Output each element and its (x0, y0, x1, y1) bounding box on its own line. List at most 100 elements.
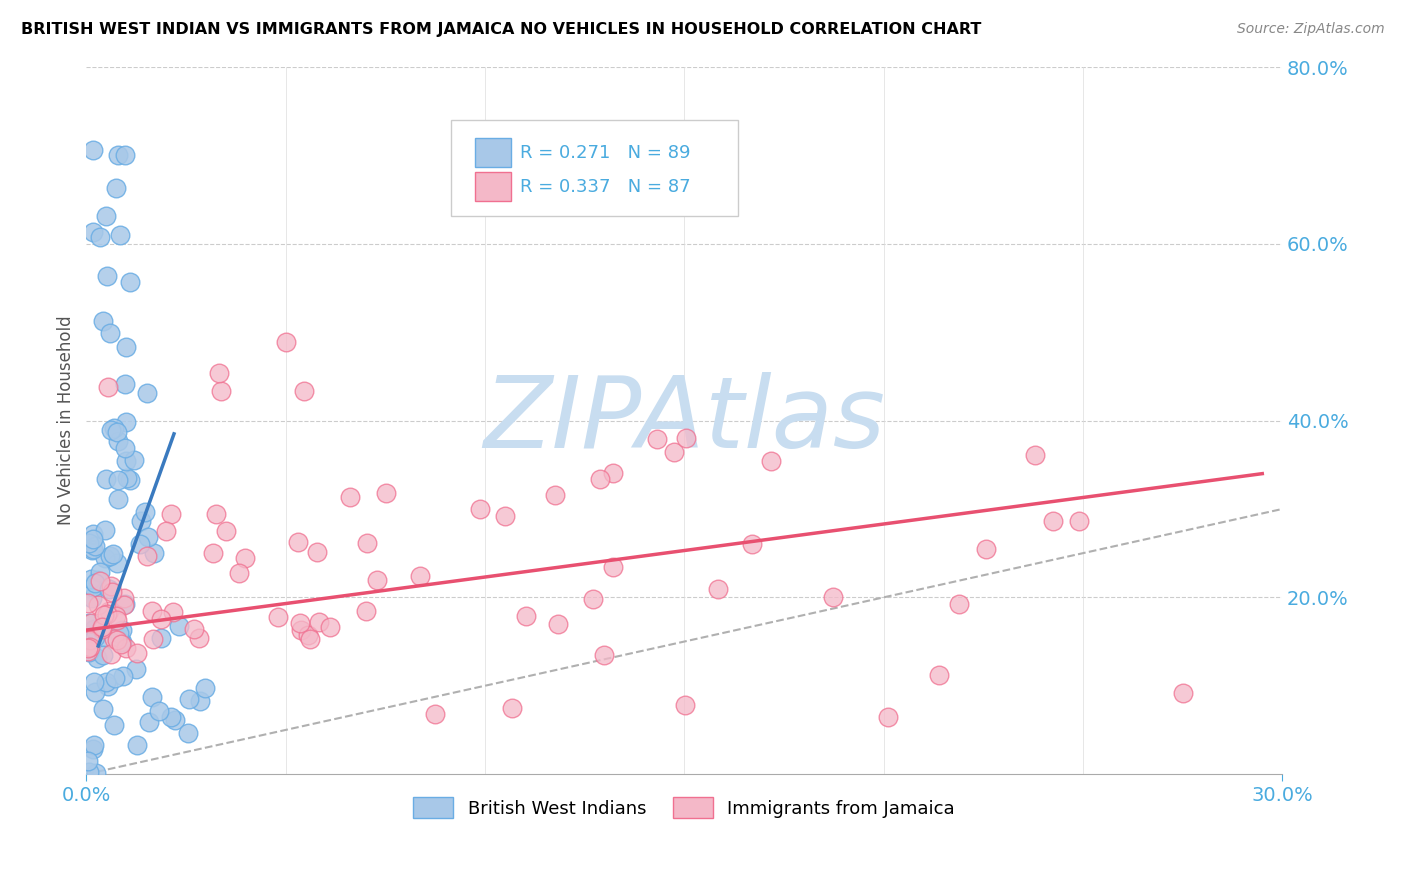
Point (107, 491, 129, 506)
Point (86, 766, 108, 780)
Text: R = 0.271   N = 89: R = 0.271 N = 89 (520, 144, 690, 161)
Point (112, 669, 135, 683)
Point (112, 591, 135, 605)
Point (100, 578, 122, 592)
Point (494, 509, 516, 524)
Point (287, 534, 309, 549)
Point (110, 634, 132, 648)
Point (974, 541, 997, 556)
Point (141, 690, 163, 705)
Point (1042, 514, 1064, 528)
Point (356, 535, 378, 549)
Point (214, 524, 236, 538)
Point (97, 582, 120, 596)
Point (125, 647, 148, 661)
Point (288, 615, 311, 630)
Point (948, 597, 970, 611)
Point (366, 573, 388, 587)
Point (83, 738, 105, 752)
Point (96, 607, 118, 621)
Point (142, 546, 165, 560)
Point (662, 445, 685, 459)
Point (120, 275, 142, 289)
Point (111, 623, 134, 637)
Point (82, 543, 104, 558)
Point (1173, 686, 1195, 700)
Point (188, 693, 211, 707)
Point (160, 507, 183, 521)
Point (93, 630, 115, 644)
Point (114, 148, 136, 162)
Point (90, 620, 112, 634)
Point (89, 230, 111, 244)
Point (707, 582, 730, 597)
Point (83, 674, 105, 689)
Point (142, 632, 165, 646)
Point (194, 681, 217, 695)
Point (112, 598, 135, 612)
Point (602, 467, 624, 481)
Point (104, 608, 127, 623)
Point (93, 551, 115, 566)
Text: R = 0.337   N = 87: R = 0.337 N = 87 (520, 178, 690, 195)
Point (89, 574, 111, 588)
Point (928, 667, 950, 681)
Point (547, 617, 569, 632)
Point (202, 546, 225, 560)
Point (138, 530, 160, 544)
Point (205, 507, 228, 521)
Point (515, 609, 537, 624)
Point (103, 421, 125, 435)
Point (105, 425, 128, 440)
Point (877, 710, 900, 724)
Point (104, 671, 127, 685)
Point (108, 626, 131, 640)
Point (468, 502, 491, 516)
Point (101, 585, 124, 599)
Point (673, 698, 696, 713)
Point (107, 148, 129, 162)
Point (169, 619, 191, 633)
Point (84, 539, 107, 553)
Point (114, 641, 136, 656)
Point (107, 613, 129, 627)
Point (148, 704, 170, 718)
Point (82, 527, 104, 541)
Point (150, 612, 173, 626)
Point (307, 545, 329, 559)
Point (209, 384, 232, 399)
Point (125, 739, 148, 753)
Point (160, 710, 183, 724)
Point (163, 713, 186, 727)
Point (423, 706, 446, 721)
Point (267, 610, 290, 624)
Point (118, 473, 141, 487)
Point (115, 454, 138, 468)
Point (82, 542, 104, 557)
Text: ZIPAtlas: ZIPAtlas (484, 372, 886, 469)
Point (645, 432, 668, 446)
Point (129, 514, 152, 528)
Point (101, 547, 124, 561)
Point (87, 598, 110, 612)
Point (98, 549, 121, 563)
Point (297, 628, 319, 642)
Point (582, 592, 605, 607)
Point (187, 631, 209, 645)
Point (91, 702, 114, 716)
Point (308, 615, 330, 629)
Point (228, 566, 250, 580)
Bar (475, 137, 510, 168)
Point (86, 573, 108, 587)
Point (77, 755, 100, 769)
Point (94, 471, 117, 485)
Point (183, 622, 205, 636)
Point (122, 453, 145, 467)
Point (117, 471, 139, 485)
Point (233, 551, 256, 566)
Point (98, 326, 121, 341)
Point (543, 488, 565, 502)
Point (90, 622, 112, 636)
Point (105, 633, 128, 648)
Point (356, 604, 378, 618)
